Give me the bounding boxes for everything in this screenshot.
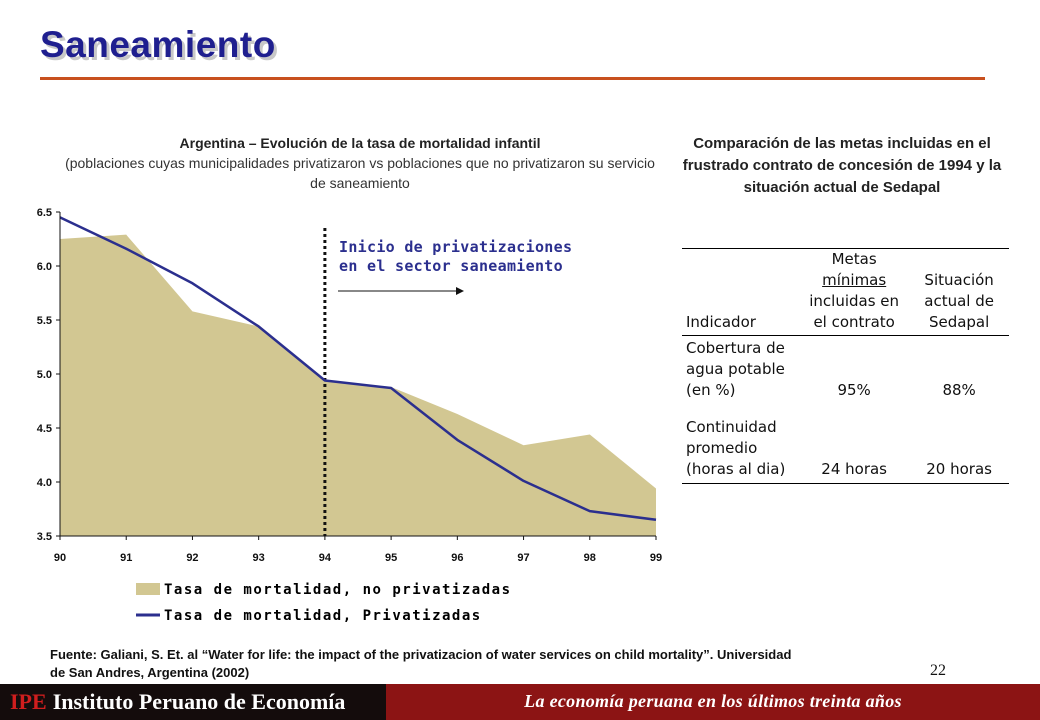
y-tick-label: 5.0 xyxy=(37,369,52,381)
y-tick-label: 3.5 xyxy=(37,531,52,543)
row-indicator: Cobertura de agua potable (en %) xyxy=(682,336,799,405)
x-tick-label: 97 xyxy=(517,552,529,564)
brand-abbr: IPE xyxy=(10,689,47,714)
x-tick-label: 91 xyxy=(120,552,132,564)
x-tick-label: 94 xyxy=(319,552,332,564)
footer-tagline-bar: La economía peruana en los últimos trein… xyxy=(386,684,1040,720)
mortality-chart: 6.5 6.0 5.5 5.0 4.5 4.0 3.590 91 92 93 94 95 96 97 98 9… xyxy=(37,207,662,624)
x-tick-label: 96 xyxy=(451,552,463,564)
footer-brand: IPE Instituto Peruano de Economía xyxy=(10,689,345,715)
legend-swatch-area xyxy=(136,583,160,595)
annotation-line-2: en el sector saneamiento xyxy=(339,257,563,275)
indicator-line: (horas al dia) xyxy=(686,460,786,478)
slide-title: Saneamiento xyxy=(40,24,276,65)
table-header-row: Indicador Metas mínimas incluidas en el … xyxy=(682,248,1009,336)
indicator-line: agua potable xyxy=(686,360,785,378)
x-tick-label: 98 xyxy=(584,552,596,564)
title-rule xyxy=(40,77,985,80)
privatization-annotation: Inicio de privatizaciones en el sector s… xyxy=(339,238,572,276)
chart-title-block: Argentina – Evolución de la tasa de mort… xyxy=(60,133,660,193)
indicator-line: Cobertura de xyxy=(686,339,785,357)
legend-label-area: Tasa de mortalidad, no privatizadas xyxy=(164,582,512,598)
header-goals: Metas mínimas incluidas en el contrato xyxy=(799,248,910,336)
y-tick-label: 4.5 xyxy=(37,423,52,435)
chart-subtitle: (poblaciones cuyas municipalidades priva… xyxy=(65,155,655,191)
y-tick-label: 5.5 xyxy=(37,315,52,327)
annotation-line-1: Inicio de privatizaciones xyxy=(339,238,573,256)
legend-label-line: Tasa de mortalidad, Privatizadas xyxy=(164,608,482,624)
row-indicator: Continuidad promedio (horas al dia) xyxy=(682,404,799,484)
footer-tagline: La economía peruana en los últimos trein… xyxy=(524,691,902,711)
indicator-line: Continuidad xyxy=(686,418,777,436)
y-tick-label: 6.5 xyxy=(37,207,52,219)
y-tick-label: 6.0 xyxy=(37,261,52,273)
header-current-line: Situación xyxy=(924,271,994,289)
header-goals-line: Metas xyxy=(831,250,877,268)
header-indicator: Indicador xyxy=(682,248,800,336)
table-row: Cobertura de agua potable (en %) 95% 88% xyxy=(682,336,1009,405)
header-goals-line: incluidas en xyxy=(809,292,900,310)
row-goal-value: 24 horas xyxy=(821,460,887,478)
comparison-title: Comparación de las metas incluidas en el… xyxy=(682,135,1002,196)
header-goals-line: mínimas xyxy=(822,271,887,289)
footer-brand-bar: IPE Instituto Peruano de Economía xyxy=(0,684,386,720)
indicator-line: promedio xyxy=(686,439,758,457)
x-tick-label: 90 xyxy=(54,552,66,564)
x-tick-label: 99 xyxy=(650,552,662,564)
x-tick-label: 93 xyxy=(253,552,265,564)
header-goals-line: el contrato xyxy=(813,313,895,331)
x-tick-label: 92 xyxy=(186,552,198,564)
chart-title: Argentina – Evolución de la tasa de mort… xyxy=(179,135,541,151)
x-tick-label: 95 xyxy=(385,552,397,564)
header-current-line: actual de xyxy=(924,292,994,310)
source-note: Fuente: Galiani, S. Et. al “Water for li… xyxy=(50,647,792,680)
row-goal-value: 95% xyxy=(837,381,871,399)
comparison-table: Indicador Metas mínimas incluidas en el … xyxy=(682,248,1009,484)
header-current: Situación actual de Sedapal xyxy=(909,248,1009,336)
indicator-line: (en %) xyxy=(686,381,736,399)
row-current-value: 88% xyxy=(942,381,976,399)
header-current-line: Sedapal xyxy=(928,313,990,331)
y-tick-label: 4.0 xyxy=(37,477,52,489)
page-number: 22 xyxy=(930,662,946,679)
brand-name: Instituto Peruano de Economía xyxy=(52,689,346,714)
line-series-privatizadas xyxy=(59,216,657,522)
row-current-value: 20 horas xyxy=(926,460,992,478)
table-row: Continuidad promedio (horas al dia) 24 h… xyxy=(682,404,1009,484)
